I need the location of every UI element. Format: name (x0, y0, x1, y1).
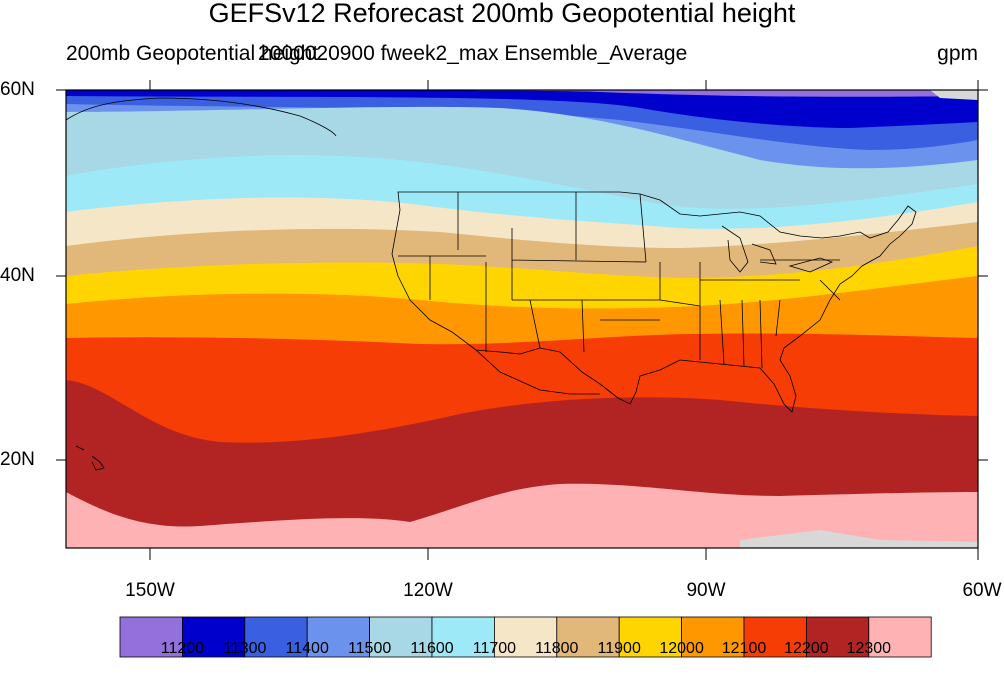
conus-outline (391, 191, 917, 413)
colorbar-swatch (806, 616, 870, 658)
filled-contours (66, 90, 978, 548)
colorbar-label: 11400 (285, 640, 329, 657)
colorbar-label: 11600 (410, 640, 454, 657)
hawaii (75, 445, 105, 471)
lat-label-40n: 40N (0, 265, 35, 286)
plot-title: GEFSv12 Reforecast 200mb Geopotential he… (208, 0, 796, 28)
colorbar-swatch (493, 616, 558, 658)
run-subtitle: 2000020900 fweek2_max Ensemble_Average (258, 42, 688, 65)
colorbar-label: 12000 (659, 640, 704, 657)
lat-label-20n: 20N (0, 449, 35, 470)
great-lakes (721, 225, 834, 273)
colorbar-label: 12100 (721, 640, 767, 657)
colorbar-swatch (868, 616, 932, 658)
colorbar-label: 11200 (160, 640, 205, 657)
colorbar-swatch (431, 616, 495, 658)
lon-label-150w: 150W (125, 580, 175, 601)
colorbar-label: 11300 (223, 640, 267, 657)
colorbar-swatch (618, 616, 683, 658)
axis-ticks (56, 80, 988, 560)
state-lines (398, 192, 841, 369)
lat-label-60n: 60N (0, 79, 35, 100)
colorbar-label: 11500 (347, 640, 392, 657)
lon-label-120w: 120W (403, 580, 453, 601)
alaska-coast (66, 97, 337, 137)
colorbar-swatch (119, 616, 183, 658)
units-label: gpm (937, 42, 978, 65)
colorbar-swatch (743, 616, 807, 658)
colorbar-label: 11800 (535, 640, 579, 657)
lon-label-90w: 90W (686, 580, 726, 601)
colorbar-swatch (244, 616, 308, 658)
colorbar-swatch (181, 616, 246, 658)
colorbar-swatch (556, 616, 620, 658)
mexico-coast (475, 349, 600, 395)
colorbar-label: 11700 (472, 640, 517, 657)
colorbar-swatch (306, 616, 371, 658)
variable-subtitle: 200mb Geopotential height (66, 42, 319, 65)
colorbar-label: 12200 (784, 640, 829, 657)
colorbar-swatch (681, 616, 745, 658)
colorbar-swatch (369, 616, 433, 658)
colorbar-label: 11900 (597, 640, 641, 657)
political-boundaries (66, 97, 917, 471)
lon-label-60w: 60W (962, 580, 1002, 601)
map-frame (65, 89, 979, 549)
band-above-12300 (66, 483, 978, 548)
colorbar-label: 12300 (846, 640, 892, 657)
